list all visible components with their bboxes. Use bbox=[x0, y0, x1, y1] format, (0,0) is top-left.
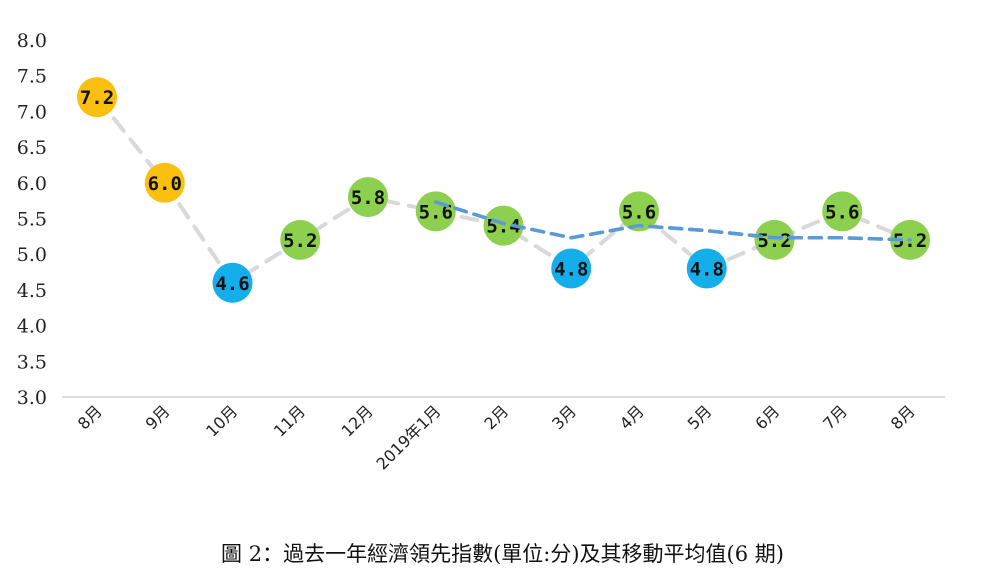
x-tick-label: 12月 bbox=[338, 401, 377, 440]
data-label: 5.2 bbox=[283, 230, 317, 252]
x-tick-label: 5月 bbox=[684, 401, 716, 433]
data-label: 4.8 bbox=[690, 258, 724, 280]
series-lines bbox=[95, 95, 912, 286]
x-tick-label: 11月 bbox=[270, 401, 309, 440]
x-tick-label: 6月 bbox=[751, 401, 783, 433]
chart: 8.0 7.5 7.0 6.5 6.0 5.5 5.0 4.5 4.0 3.5 3.0 8月 9月 10… bbox=[17, 30, 945, 473]
y-tick-label: 5.5 bbox=[17, 209, 47, 231]
data-marker bbox=[619, 191, 659, 232]
x-tick-label: 8月 bbox=[887, 401, 919, 433]
data-marker bbox=[483, 205, 524, 246]
data-label: 5.6 bbox=[825, 201, 859, 223]
data-point: 7.2 bbox=[77, 77, 117, 118]
y-tick-label: 7.5 bbox=[17, 66, 47, 88]
y-axis-ticks: 8.0 7.5 7.0 6.5 6.0 5.5 5.0 4.5 4.0 3.5 3.0 bbox=[17, 30, 47, 409]
x-tick-label: 10月 bbox=[202, 401, 241, 440]
data-marker bbox=[348, 177, 388, 218]
data-marker bbox=[77, 77, 117, 118]
data-point: 4.8 bbox=[686, 248, 727, 289]
data-label: 7.2 bbox=[80, 87, 114, 109]
data-marker bbox=[280, 219, 321, 260]
x-tick-label: 9月 bbox=[142, 401, 174, 433]
figure-caption: 圖 2：過去一年經濟領先指數(單位:分)及其移動平均值(6 期) bbox=[221, 542, 784, 566]
data-marker bbox=[754, 219, 795, 260]
x-tick-label: 4月 bbox=[616, 401, 648, 433]
y-tick-label: 5.0 bbox=[17, 244, 47, 266]
y-tick-label: 6.0 bbox=[17, 173, 47, 195]
data-point: 4.6 bbox=[212, 262, 253, 303]
y-tick-label: 4.0 bbox=[17, 316, 47, 338]
data-label: 4.6 bbox=[215, 273, 249, 295]
data-point: 5.6 bbox=[619, 191, 659, 232]
data-label: 5.6 bbox=[419, 201, 453, 223]
y-tick-label: 6.5 bbox=[17, 137, 47, 159]
data-point: 5.2 bbox=[754, 219, 795, 260]
data-marker bbox=[686, 248, 727, 289]
x-tick-label: 7月 bbox=[819, 401, 851, 433]
y-tick-label: 7.0 bbox=[17, 101, 47, 123]
data-label: 6.0 bbox=[148, 173, 182, 195]
x-tick-label: 2019年1月 bbox=[373, 401, 445, 473]
index-line bbox=[95, 95, 912, 286]
y-tick-label: 3.0 bbox=[17, 387, 47, 409]
y-tick-label: 3.5 bbox=[17, 351, 47, 373]
data-point: 5.6 bbox=[415, 191, 456, 232]
y-tick-label: 4.5 bbox=[17, 280, 47, 302]
y-tick-label: 8.0 bbox=[17, 30, 47, 52]
moving-average-line-overlay bbox=[434, 200, 912, 242]
data-label: 5.8 bbox=[351, 187, 385, 209]
data-point: 4.8 bbox=[551, 248, 592, 289]
data-point: 5.6 bbox=[822, 191, 863, 232]
data-point: 6.0 bbox=[144, 162, 185, 203]
data-point: 5.2 bbox=[280, 219, 321, 260]
x-tick-label: 8月 bbox=[74, 401, 106, 433]
data-marker bbox=[822, 191, 863, 232]
data-label: 4.8 bbox=[554, 258, 588, 280]
data-marker bbox=[212, 262, 253, 303]
data-point: 5.8 bbox=[348, 177, 388, 218]
x-tick-label: 2月 bbox=[480, 401, 512, 433]
data-marker bbox=[144, 162, 185, 203]
data-label: 5.6 bbox=[622, 201, 656, 223]
x-tick-label: 3月 bbox=[548, 401, 580, 433]
series-markers: 7.26.04.65.25.85.65.44.85.64.85.25.65.2 bbox=[77, 77, 930, 303]
data-point: 5.4 bbox=[483, 205, 524, 246]
data-label: 5.2 bbox=[757, 230, 791, 252]
data-marker bbox=[551, 248, 592, 289]
data-marker bbox=[415, 191, 456, 232]
